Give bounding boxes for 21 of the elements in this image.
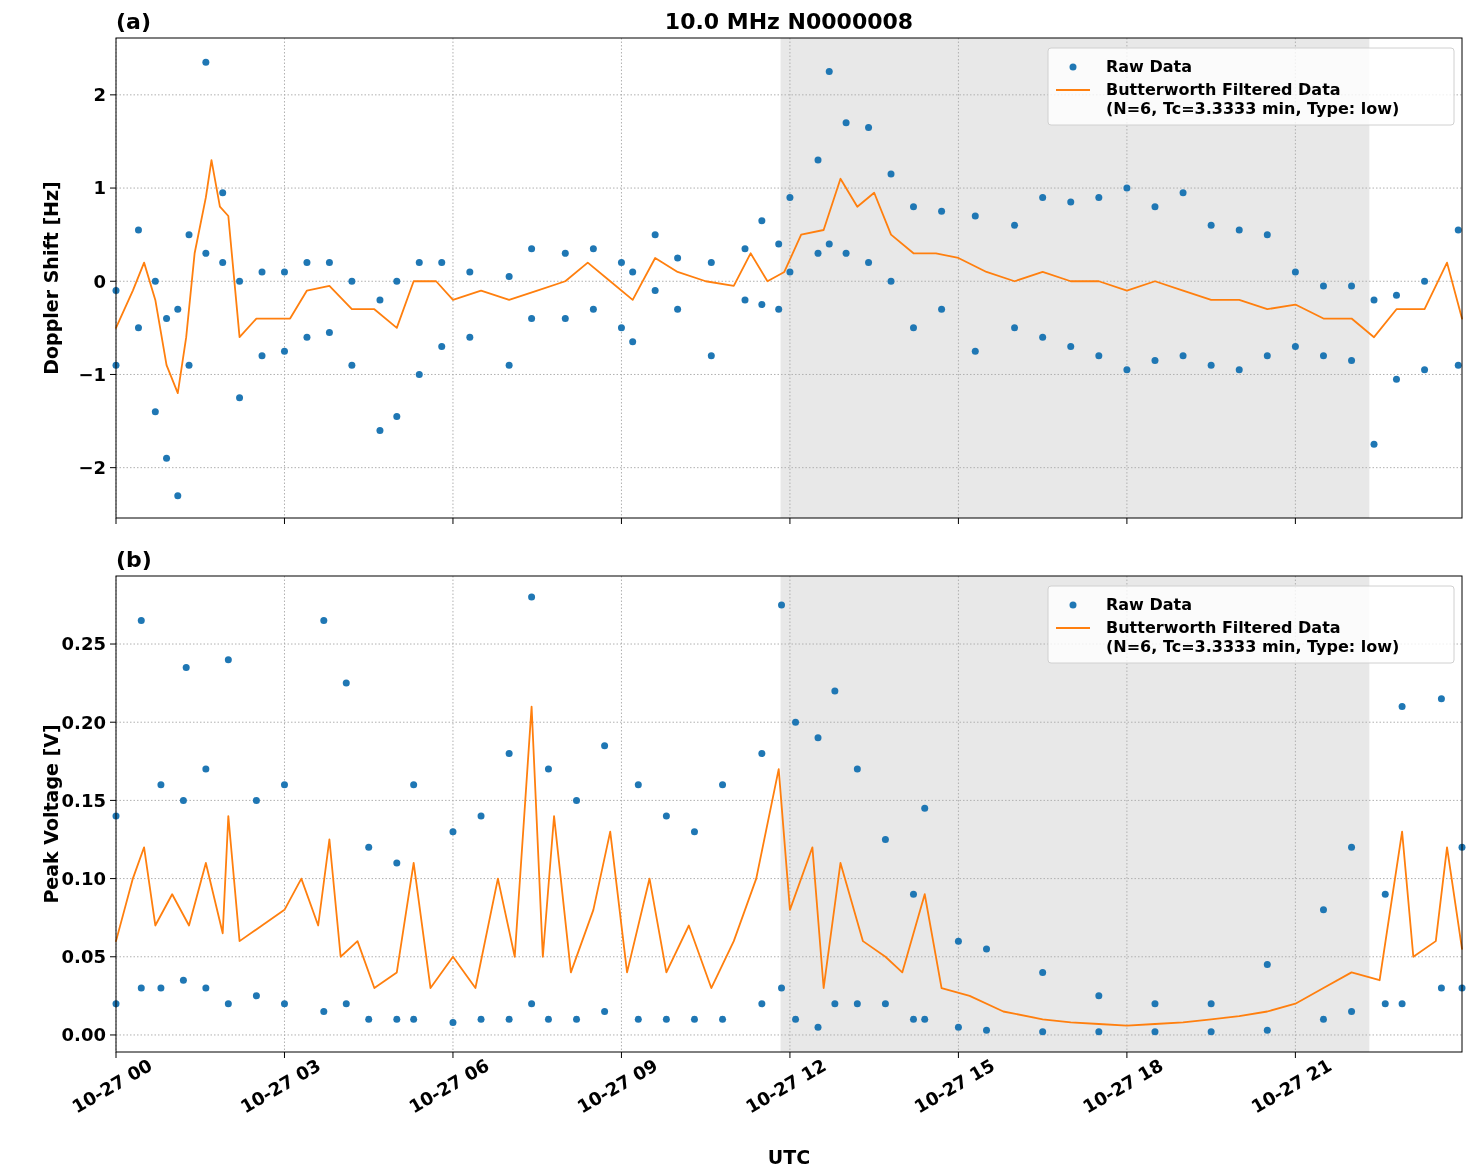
y-tick-label: −1 bbox=[78, 363, 106, 385]
legend-label: Butterworth Filtered Data (N=6, Tc=3.3333 min, Type: low) bbox=[1106, 618, 1400, 656]
y-axis-title: Peak Voltage [V] bbox=[40, 724, 62, 904]
y-tick-label: 0.20 bbox=[61, 711, 106, 733]
y-tick-label: 0.00 bbox=[61, 1024, 106, 1046]
text: (b) bbox=[116, 547, 152, 572]
y-tick-label: 0.10 bbox=[61, 867, 106, 889]
chart-title: 10.0 MHz N0000008 bbox=[664, 9, 914, 34]
y-tick-label: 0.05 bbox=[61, 946, 106, 968]
y-tick-label: 1 bbox=[93, 177, 106, 199]
y-tick-label: 0.25 bbox=[61, 633, 106, 655]
legend-label: Butterworth Filtered Data (N=6, Tc=3.3333 min, Type: low) bbox=[1106, 80, 1400, 118]
y-tick-label: 0 bbox=[93, 270, 106, 292]
legend-label: Raw Data bbox=[1106, 595, 1192, 614]
legend-label: Raw Data bbox=[1106, 57, 1192, 76]
y-tick-label: 0.15 bbox=[61, 789, 106, 811]
y-axis-title: Doppler Shift [Hz] bbox=[40, 181, 62, 375]
y-tick-label: 2 bbox=[93, 84, 106, 106]
text: (a) bbox=[116, 9, 151, 34]
y-tick-label: −2 bbox=[78, 456, 106, 478]
x-axis-title: UTC bbox=[767, 1146, 811, 1168]
